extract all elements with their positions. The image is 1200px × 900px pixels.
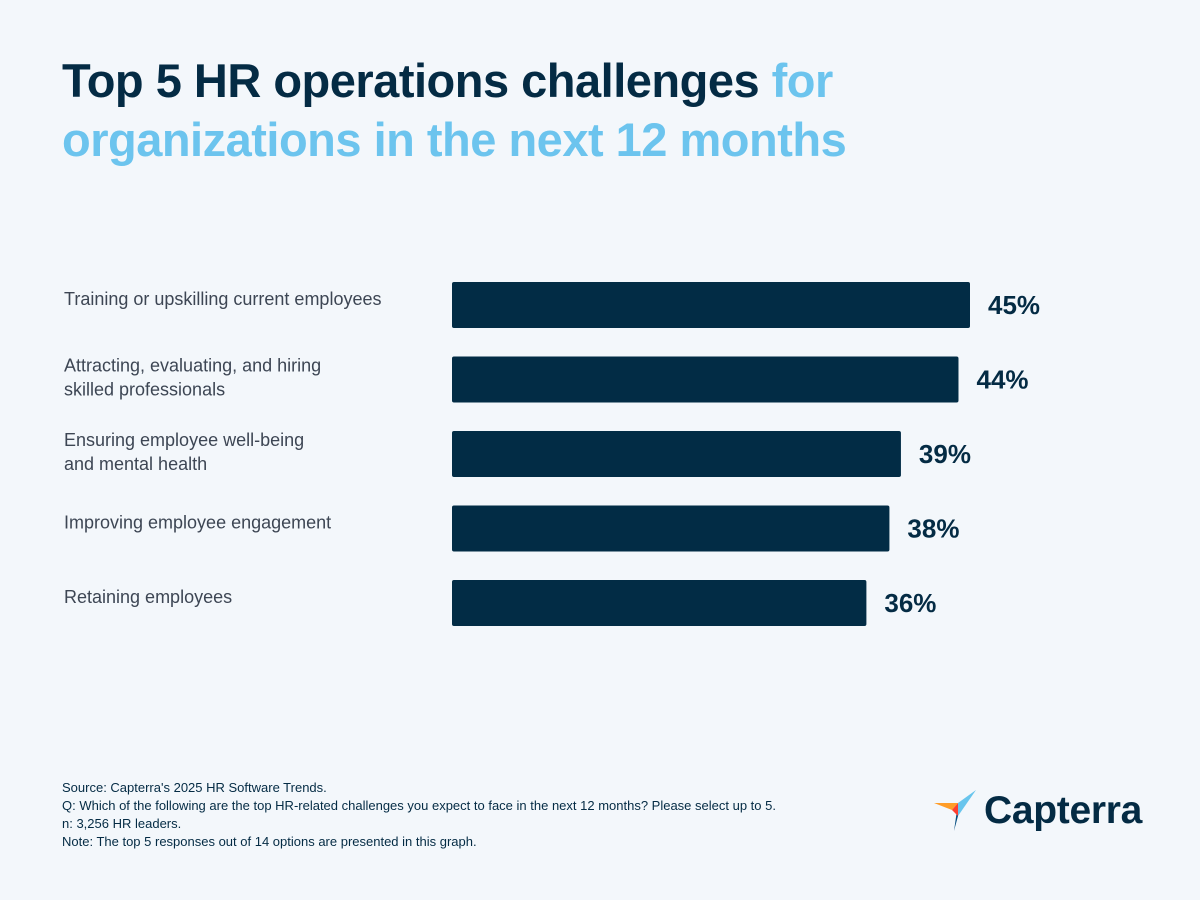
bar-3 (452, 431, 901, 477)
bar-5 (452, 580, 867, 626)
bar-value-label-4: 38% (907, 514, 959, 544)
bar-chart: 45% Training or upskilling current employ… (64, 282, 1040, 626)
bar-2 (452, 356, 959, 403)
footnote-source: Source: Capterra's 2025 HR Software Tren… (62, 780, 327, 795)
category-label-1: Training or upskilling current employees (64, 289, 381, 309)
footnote-note: Note: The top 5 responses out of 14 opti… (62, 834, 477, 849)
capterra-logo-icon (934, 790, 976, 831)
bar-value-label-1: 45% (988, 290, 1040, 320)
chart-title-main: Top 5 HR operations challenges (62, 54, 772, 107)
category-label-4: Improving employee engagement (64, 513, 331, 533)
capterra-logo-text: Capterra (984, 789, 1142, 832)
footnote-question: Q: Which of the following are the top HR… (62, 798, 776, 813)
capterra-logo: Capterra (932, 786, 1142, 836)
chart-title-highlight: for organizations in the next 12 months (62, 54, 847, 166)
bar-value-label-3: 39% (919, 439, 971, 469)
footnotes: Source: Capterra's 2025 HR Software Tren… (62, 779, 776, 851)
bar-1 (452, 282, 970, 328)
bar-value-label-5: 36% (884, 588, 936, 618)
category-label-5: Retaining employees (64, 587, 232, 607)
chart-title: Top 5 HR operations challenges for organ… (62, 52, 1062, 170)
bar-4 (452, 505, 890, 552)
category-label-2: Attracting, evaluating, and hiring skille… (64, 356, 321, 400)
category-label-3: Ensuring employee well-being and mental h… (64, 430, 304, 474)
bar-value-label-2: 44% (976, 365, 1028, 395)
footnote-sample-size: n: 3,256 HR leaders. (62, 816, 182, 831)
